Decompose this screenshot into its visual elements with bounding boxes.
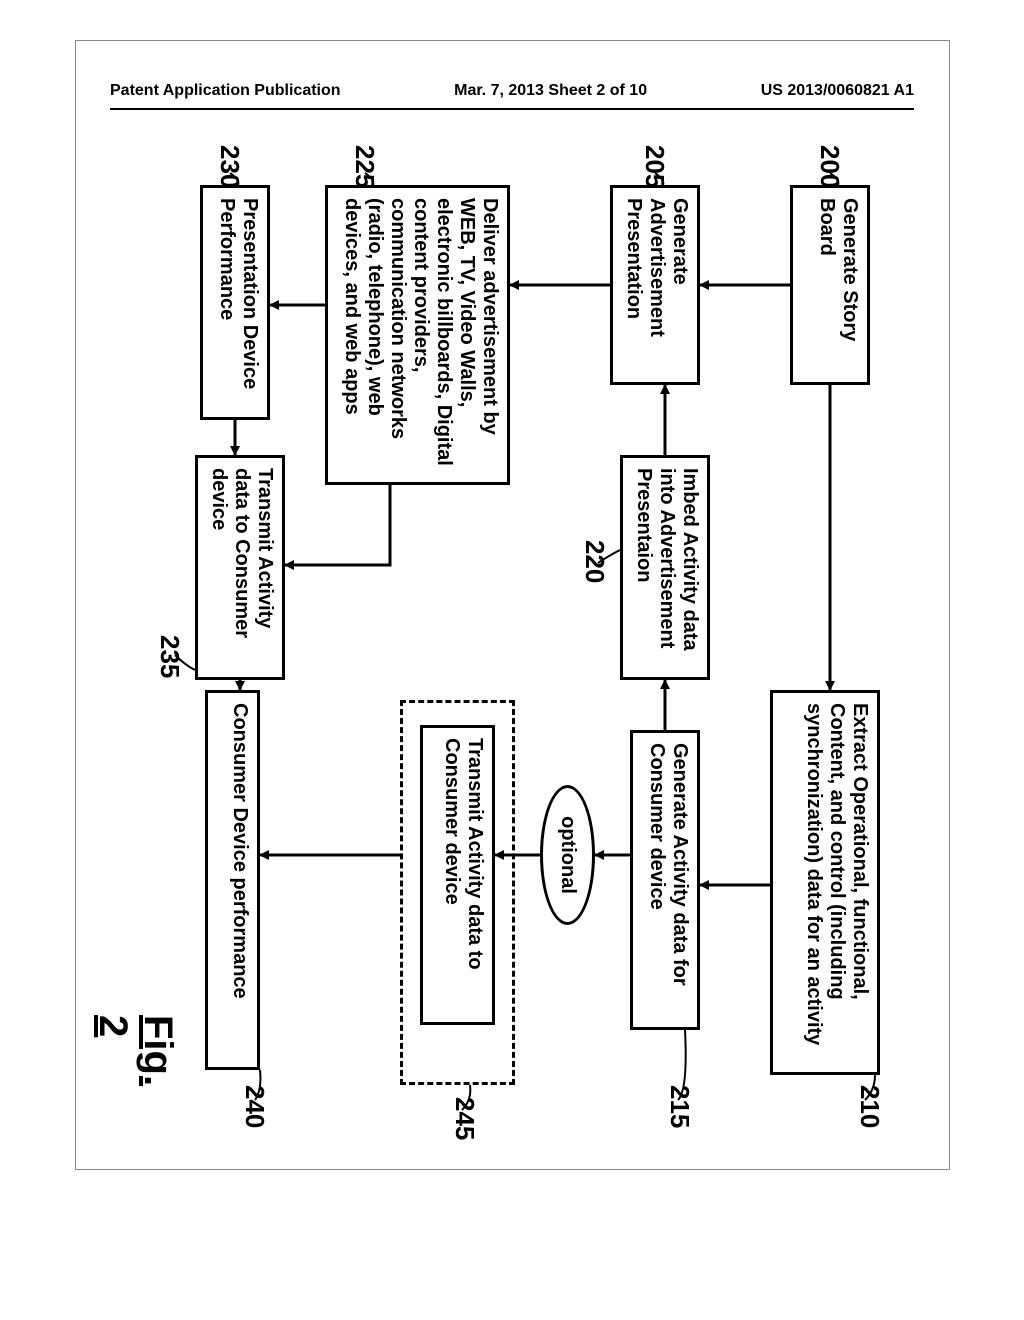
node-deliver-advertisement: Deliver advertisement by WEB, TV, Video … <box>325 185 510 485</box>
node-generate-ad-presentation: Generate Advertisement Presentation <box>610 185 700 385</box>
header-right: US 2013/0060821 A1 <box>761 82 914 100</box>
node-text: Generate Activity data for Consumer devi… <box>646 743 691 986</box>
node-text: Transmit Activity data to Consumer devic… <box>208 468 276 638</box>
header-left: Patent Application Publication <box>110 82 341 100</box>
node-text: Presentation Device Performance <box>216 198 261 389</box>
header-rule <box>110 108 914 110</box>
ref-220: 220 <box>579 540 610 583</box>
page-header: Patent Application Publication Mar. 7, 2… <box>110 82 914 100</box>
node-transmit-activity-optional: Transmit Activity data to Consumer devic… <box>420 725 495 1025</box>
node-imbed-activity-data: Imbed Activity data into Advertisement P… <box>620 455 710 680</box>
ref-205: 205 <box>639 145 670 188</box>
ref-200: 200 <box>814 145 845 188</box>
node-text: Generate Story Board <box>816 198 861 341</box>
ref-240: 240 <box>239 1085 270 1128</box>
node-extract-data: Extract Operational, functional, Content… <box>770 690 880 1075</box>
node-optional: optional <box>540 785 595 925</box>
node-text: optional <box>556 816 579 894</box>
node-text: Extract Operational, functional, Content… <box>803 703 871 1045</box>
node-presentation-device-performance: Presentation Device Performance <box>200 185 270 420</box>
arrow-n225-to-n235 <box>285 485 390 565</box>
node-text: Generate Advertisement Presentation <box>623 198 691 337</box>
node-generate-activity-data: Generate Activity data for Consumer devi… <box>630 730 700 1030</box>
node-consumer-device-performance: Consumer Device performance <box>205 690 260 1070</box>
node-text: Imbed Activity data into Advertisement P… <box>633 468 701 651</box>
ref-235: 235 <box>154 635 185 678</box>
node-generate-story-board: Generate Story Board <box>790 185 870 385</box>
ref-245: 245 <box>449 1097 480 1140</box>
header-center: Mar. 7, 2013 Sheet 2 of 10 <box>454 82 647 100</box>
ref-215: 215 <box>664 1085 695 1128</box>
ref-230: 230 <box>214 145 245 188</box>
ref-225: 225 <box>349 145 380 188</box>
node-text: Transmit Activity data to Consumer devic… <box>441 738 486 970</box>
node-text: Consumer Device performance <box>229 703 251 999</box>
node-transmit-activity-data: Transmit Activity data to Consumer devic… <box>195 455 285 680</box>
node-text: Deliver advertisement by WEB, TV, Video … <box>341 198 501 466</box>
figure-label: Fig. 2 <box>90 1015 180 1086</box>
ref-210: 210 <box>854 1085 885 1128</box>
flowchart-figure-2: Generate Story Board Extract Operational… <box>0 145 910 935</box>
